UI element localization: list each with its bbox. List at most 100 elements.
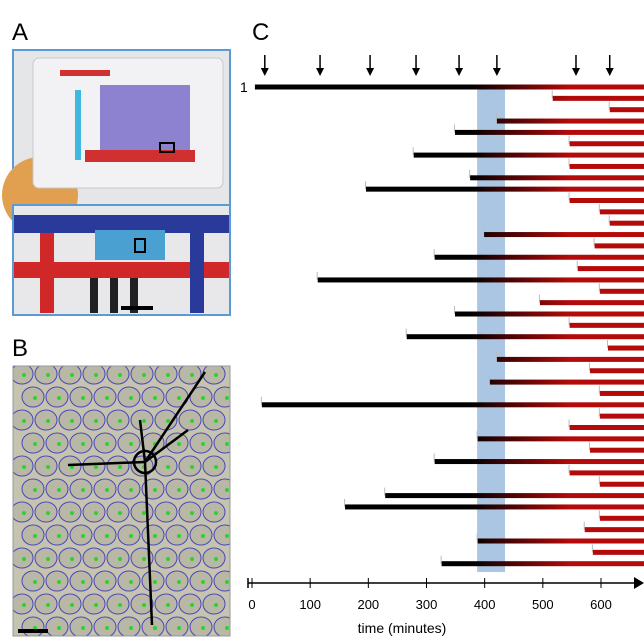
- arrow-head: [455, 68, 464, 76]
- cell-center: [81, 580, 85, 584]
- cell-center: [46, 511, 50, 515]
- cell-center: [81, 488, 85, 492]
- arrow-head: [605, 68, 614, 76]
- lineage-bar: [477, 436, 644, 442]
- lineage-bar: [434, 459, 644, 465]
- cell: [106, 593, 130, 615]
- cell-center: [153, 534, 157, 538]
- cell: [82, 366, 106, 385]
- cell: [13, 501, 34, 523]
- cell: [58, 366, 82, 385]
- cell-center: [225, 626, 229, 630]
- cell: [69, 570, 93, 592]
- cell-center: [94, 557, 98, 561]
- lineage-bar: [441, 561, 644, 567]
- cell: [69, 616, 93, 636]
- cell-center: [22, 511, 26, 515]
- cell: [45, 478, 69, 500]
- cell-center: [46, 603, 50, 607]
- lineage-bar: [599, 288, 644, 294]
- lineage-bar: [594, 243, 644, 249]
- cell: [189, 386, 213, 408]
- cell-center: [166, 419, 170, 423]
- cell: [82, 409, 106, 431]
- lineage-bar: [569, 322, 644, 328]
- cell-center: [142, 511, 146, 515]
- cell-annotations: [18, 371, 207, 633]
- cell-center: [190, 603, 194, 607]
- cell-center: [22, 557, 26, 561]
- lineage-bar: [599, 481, 644, 487]
- lineage-bar: [366, 186, 644, 192]
- lineage-bar: [569, 425, 644, 430]
- cell-center: [166, 603, 170, 607]
- cell-center: [225, 488, 229, 492]
- cell-center: [105, 396, 109, 400]
- cell: [21, 570, 45, 592]
- cell-center: [153, 396, 157, 400]
- x-tick-label: 400: [474, 597, 496, 612]
- cell-center: [57, 580, 61, 584]
- cell-center: [214, 373, 218, 377]
- cell-image: [13, 366, 230, 636]
- cell-center: [70, 511, 74, 515]
- x-tick-label: 0: [248, 597, 255, 612]
- cell: [82, 593, 106, 615]
- cell-center: [22, 465, 26, 469]
- lineage-bar: [569, 163, 644, 169]
- cell: [141, 570, 165, 592]
- cell-center: [105, 488, 109, 492]
- lineage-bar: [589, 447, 644, 453]
- cell-center: [33, 396, 37, 400]
- panel-label: A: [12, 19, 28, 46]
- cell: [106, 455, 130, 477]
- cell-center: [153, 488, 157, 492]
- cell: [130, 366, 154, 385]
- cell-center: [46, 557, 50, 561]
- cell: [117, 478, 141, 500]
- cell: [106, 547, 130, 569]
- cell: [154, 366, 178, 385]
- lineage-bar: [470, 175, 644, 181]
- lineage-bar: [599, 413, 644, 419]
- cell-center: [190, 373, 194, 377]
- cell-center: [214, 465, 218, 469]
- panel-label: C: [252, 19, 269, 46]
- cell-center: [129, 626, 133, 630]
- cell: [13, 593, 34, 615]
- cell-center: [201, 488, 205, 492]
- cell: [117, 432, 141, 454]
- cell: [93, 524, 117, 546]
- lineage-bar: [599, 390, 644, 396]
- cell: [45, 570, 69, 592]
- lineage-bar: [455, 311, 644, 317]
- cell-center: [57, 488, 61, 492]
- cell: [178, 501, 202, 523]
- device-photo: [2, 49, 231, 233]
- cell-center: [142, 603, 146, 607]
- cell: [178, 366, 202, 385]
- lineage-bar: [569, 198, 644, 203]
- cell-center: [33, 580, 37, 584]
- cell-center: [118, 511, 122, 515]
- cell: [202, 593, 226, 615]
- cell-center: [94, 419, 98, 423]
- lineage-bar: [599, 515, 644, 521]
- cell-center: [105, 534, 109, 538]
- cell: [21, 432, 45, 454]
- lineage-bar: [569, 470, 644, 476]
- cell-center: [33, 488, 37, 492]
- cell-center: [129, 488, 133, 492]
- cell: [189, 432, 213, 454]
- cell-center: [190, 511, 194, 515]
- cell: [45, 616, 69, 636]
- x-tick-label: 300: [416, 597, 438, 612]
- cell: [130, 501, 154, 523]
- lineage-bar: [254, 84, 644, 90]
- cell-center: [129, 580, 133, 584]
- cell-center: [57, 396, 61, 400]
- lineage-bar: [539, 300, 644, 306]
- cell: [202, 366, 226, 385]
- cell-center: [190, 465, 194, 469]
